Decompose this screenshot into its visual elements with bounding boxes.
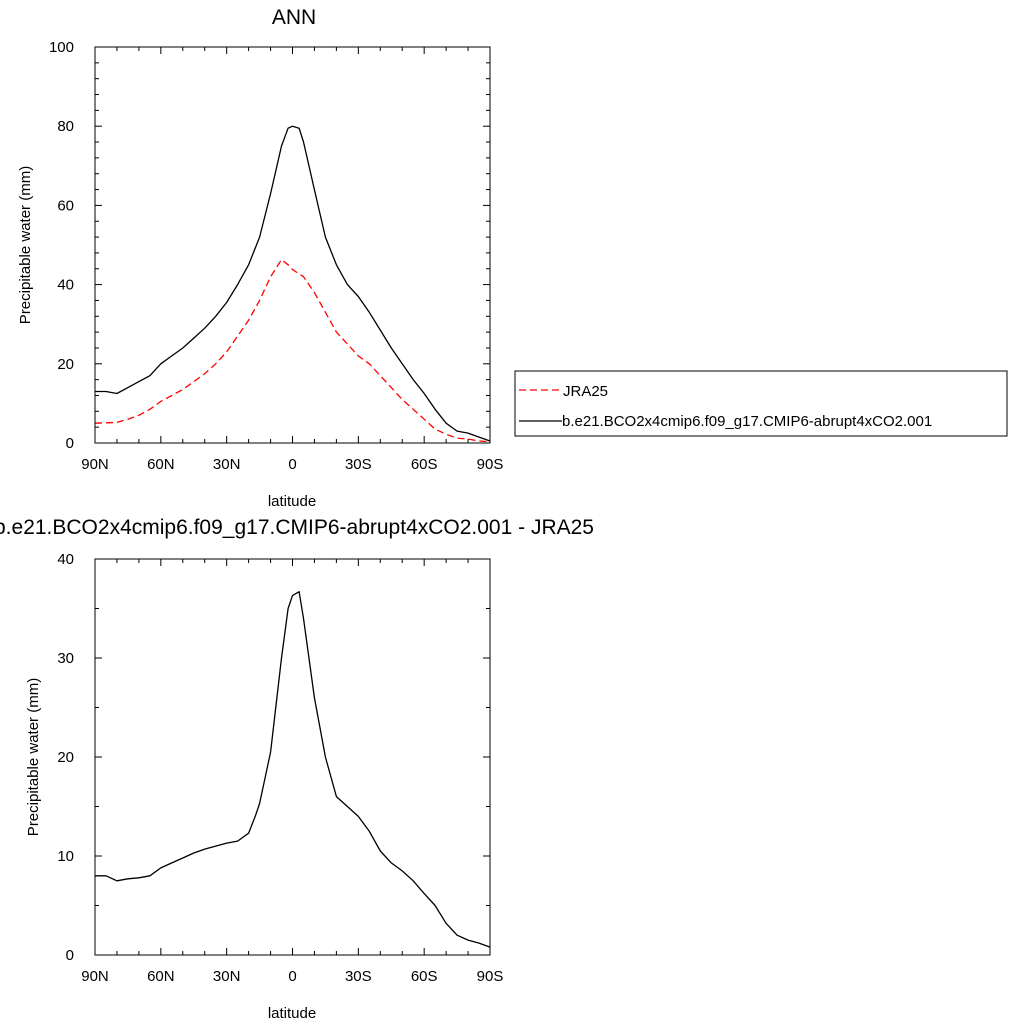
top-chart-x-tick-label: 60S — [411, 456, 438, 473]
bottom-chart-frame — [94, 558, 491, 956]
bottom-chart-y-tick-label: 10 — [57, 848, 74, 865]
top-chart-y-tick-label: 40 — [57, 277, 74, 294]
bottom-chart-series-line-0 — [95, 591, 491, 948]
bottom-chart-xlabel: latitude — [268, 1005, 316, 1022]
bottom-chart-ylabel: Precipitable water (mm) — [25, 678, 42, 836]
bottom-chart-y-tick-label: 40 — [57, 551, 74, 568]
legend-label-model: b.e21.BCO2x4cmip6.f09_g17.CMIP6-abrupt4x… — [562, 413, 932, 430]
bottom-chart-title: b.e21.BCO2x4cmip6.f09_g17.CMIP6-abrupt4x… — [0, 516, 594, 539]
top-chart-series-line-1 — [95, 125, 491, 442]
top-chart-y-tick-label: 80 — [57, 118, 74, 135]
bottom-chart-x-tick-label: 0 — [288, 968, 296, 985]
bottom-chart-panel: b.e21.BCO2x4cmip6.f09_g17.CMIP6-abrupt4x… — [0, 516, 594, 1022]
top-chart-frame — [94, 46, 491, 444]
top-chart-title: ANN — [272, 6, 316, 29]
top-chart-panel: ANN 90N 60N 30N 0 30S 60S 90S 0 20 40 60 80 100 Prec… — [17, 6, 503, 510]
top-chart-ylabel: Precipitable water (mm) — [17, 166, 34, 324]
bottom-chart-y-tick-label: 0 — [66, 947, 74, 964]
top-chart-legend: JRA25 b.e21.BCO2x4cmip6.f09_g17.CMIP6-ab… — [514, 370, 1008, 437]
top-chart-x-tick-label: 90N — [81, 456, 109, 473]
bottom-chart-x-tick-label: 90N — [81, 968, 109, 985]
bottom-chart-x-tick-label: 90S — [477, 968, 504, 985]
bottom-chart-x-tick-label: 60N — [147, 968, 175, 985]
bottom-chart-marks: 90N 60N 30N 0 30S 60S 90S 0 10 20 30 40 — [57, 551, 503, 985]
top-chart-y-tick-label: 0 — [66, 435, 74, 452]
bottom-chart-x-tick-label: 60S — [411, 968, 438, 985]
top-chart-x-tick-label: 60N — [147, 456, 175, 473]
top-chart-y-tick-label: 20 — [57, 356, 74, 373]
top-chart-x-tick-label: 0 — [288, 456, 296, 473]
top-chart-x-tick-label: 90S — [477, 456, 504, 473]
top-chart-xlabel: latitude — [268, 493, 316, 510]
bottom-chart-y-tick-label: 20 — [57, 749, 74, 766]
legend-box — [514, 370, 1008, 437]
bottom-chart-x-tick-label: 30S — [345, 968, 372, 985]
top-chart-marks: 90N 60N 30N 0 30S 60S 90S 0 20 40 60 80 100 — [49, 39, 503, 473]
top-chart-y-tick-label: 100 — [49, 39, 74, 56]
legend-label-jra25: JRA25 — [563, 383, 608, 400]
top-chart-y-tick-label: 60 — [57, 197, 74, 214]
top-chart-x-tick-label: 30N — [213, 456, 241, 473]
top-chart-series-line-0 — [94, 259, 491, 443]
bottom-chart-y-tick-label: 30 — [57, 650, 74, 667]
bottom-chart-x-tick-label: 30N — [213, 968, 241, 985]
top-chart-x-tick-label: 30S — [345, 456, 372, 473]
